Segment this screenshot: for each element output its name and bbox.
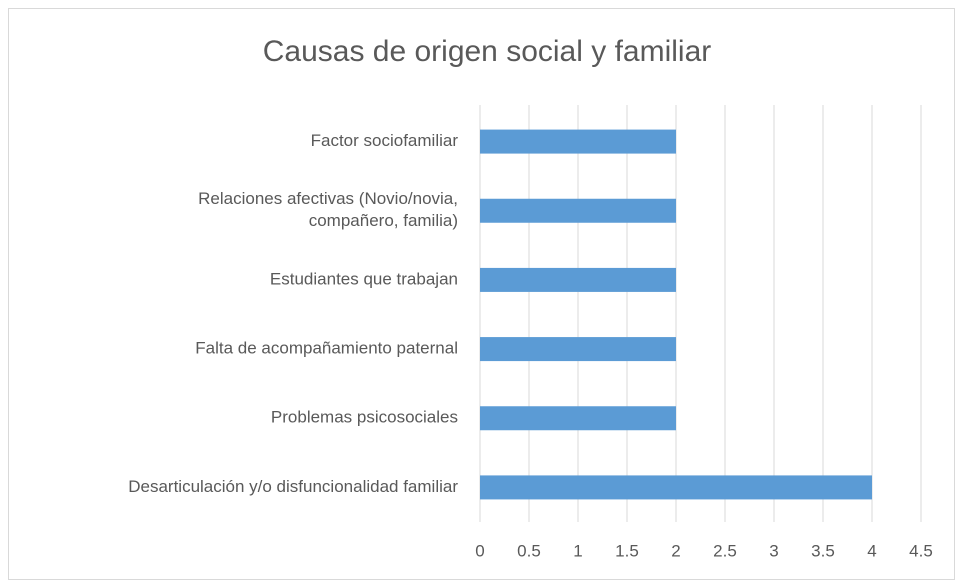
bar bbox=[480, 337, 676, 362]
bar bbox=[480, 406, 676, 431]
y-tick-label: Estudiantes que trabajan bbox=[270, 269, 458, 288]
bar bbox=[480, 267, 676, 292]
y-tick-label: Factor sociofamiliar bbox=[311, 131, 459, 150]
x-tick-label: 2.5 bbox=[713, 541, 737, 560]
y-tick-label: Desarticulación y/o disfuncionalidad fam… bbox=[128, 477, 458, 496]
x-tick-label: 3 bbox=[769, 541, 778, 560]
x-tick-label: 4.5 bbox=[909, 541, 933, 560]
y-tick-label: Falta de acompañamiento paternal bbox=[195, 339, 458, 358]
y-tick-label: Relaciones afectivas (Novio/novia, compañ… bbox=[198, 189, 458, 230]
x-tick-label: 0 bbox=[475, 541, 484, 560]
y-tick-label: Problemas psicosociales bbox=[271, 408, 458, 427]
x-tick-label: 4 bbox=[867, 541, 876, 560]
bar bbox=[480, 198, 676, 223]
x-tick-label: 1.5 bbox=[615, 541, 639, 560]
x-tick-label: 1 bbox=[573, 541, 582, 560]
bar bbox=[480, 129, 676, 154]
chart-title: Causas de origen social y familiar bbox=[263, 35, 712, 68]
x-tick-label: 0.5 bbox=[517, 541, 541, 560]
x-tick-label: 3.5 bbox=[811, 541, 835, 560]
bar bbox=[480, 475, 872, 500]
x-tick-label: 2 bbox=[671, 541, 680, 560]
